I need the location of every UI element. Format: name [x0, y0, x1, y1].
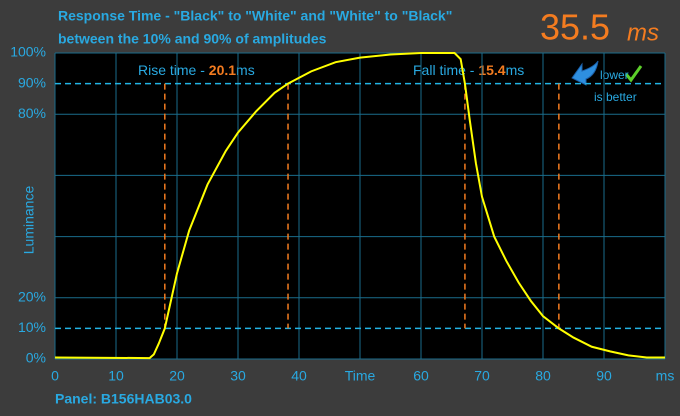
- x-tick-label: 30: [230, 368, 246, 384]
- annotation-part: Rise time -: [138, 62, 209, 78]
- annotation: Fall time - 15.4ms: [413, 62, 524, 78]
- annotation-part: ms: [506, 62, 525, 78]
- badge-line-2: is better: [594, 90, 637, 104]
- y-tick-label: 10%: [18, 319, 46, 335]
- x-tick-label: 0: [51, 368, 59, 384]
- x-tick-label: 10: [108, 368, 124, 384]
- x-tick-label: 90: [596, 368, 612, 384]
- headline-value: 35.5: [540, 7, 610, 48]
- annotation-part: 15.4: [478, 62, 505, 78]
- y-tick-label: 20%: [18, 289, 46, 305]
- footer: Panel: B156HAB03.0: [55, 391, 192, 407]
- badge-icon: [571, 60, 643, 86]
- badge-line-1: lower: [600, 68, 629, 82]
- x-tick-label: 20: [169, 368, 185, 384]
- chart-title: Response Time - "Black" to "White" and "…: [58, 8, 452, 24]
- annotation-part: 20.1: [209, 62, 236, 78]
- annotation-part: ms: [236, 62, 255, 78]
- y-tick-label: 90%: [18, 74, 46, 90]
- y-tick-label: 100%: [10, 44, 46, 60]
- x-tick-label: 60: [413, 368, 429, 384]
- y-tick-label: 80%: [18, 105, 46, 121]
- check-icon: [624, 65, 643, 83]
- annotation-part: Fall time -: [413, 62, 478, 78]
- chart-subtitle: between the 10% and 90% of amplitudes: [58, 31, 327, 47]
- y-axis-label: Luminance: [21, 186, 37, 255]
- x-tick-label: 80: [535, 368, 551, 384]
- data-line: [54, 52, 665, 360]
- x-tick-label: 40: [291, 368, 307, 384]
- x-tick-label: Time: [345, 368, 376, 384]
- y-tick-label: 0%: [26, 350, 46, 366]
- x-tick-label: 70: [474, 368, 490, 384]
- arrow-icon: [571, 60, 599, 86]
- annotation: Rise time - 20.1ms: [138, 62, 255, 78]
- headline-unit: ms: [627, 19, 659, 46]
- x-tick-label: ms: [656, 368, 675, 384]
